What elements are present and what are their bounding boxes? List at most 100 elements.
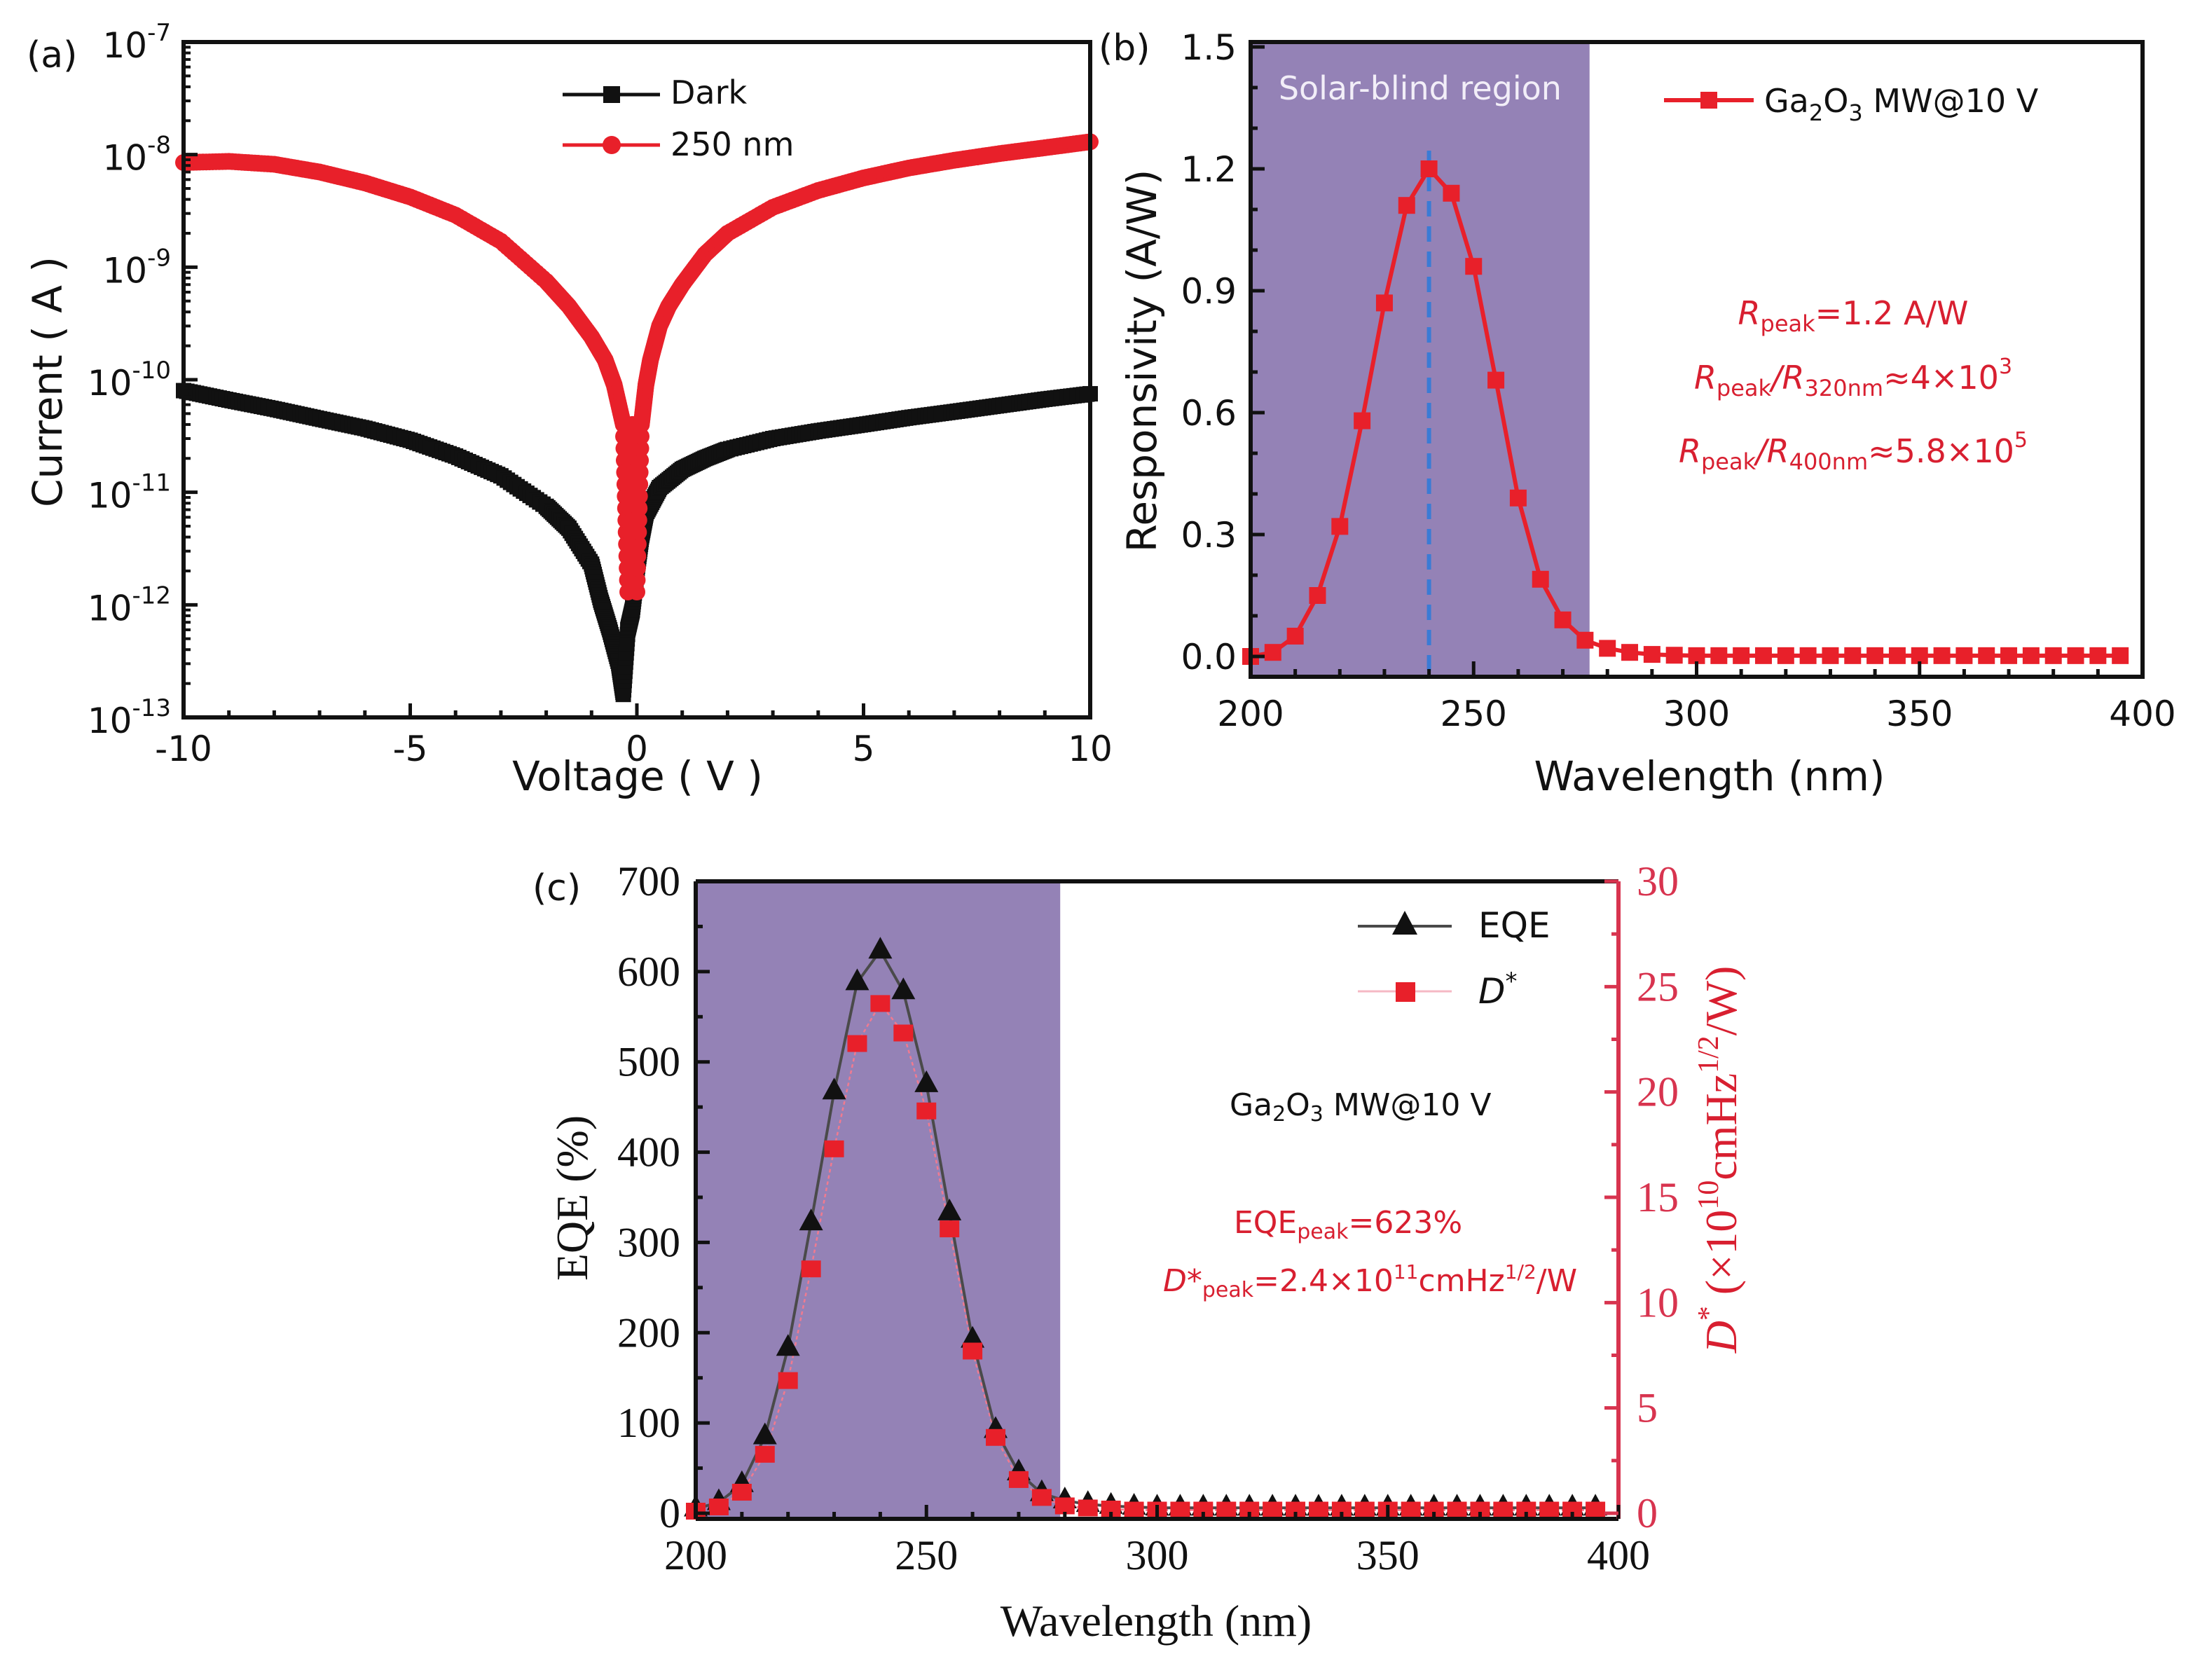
legend-250nm-circle-marker-icon [603, 136, 621, 154]
series-eqe-point [961, 1326, 985, 1348]
y-tick-exponent: -13 [132, 694, 171, 722]
series-detectivity-point [1054, 1497, 1075, 1515]
y-tick-label: 10-12 [88, 581, 171, 628]
series-detectivity-point [1170, 1501, 1190, 1519]
text-span: peak [1701, 448, 1756, 475]
legend-responsivity-label: Ga2O3 MW@10 V [1764, 82, 2039, 126]
x-tick-label: 350 [1886, 694, 1953, 734]
y-tick-label: 10-7 [102, 19, 171, 66]
x-tick-label: 350 [1356, 1532, 1419, 1578]
text-span: cmHz [1419, 1263, 1505, 1299]
y-tick-label: 500 [617, 1039, 680, 1085]
text-span: MW@10 V [1323, 1087, 1492, 1123]
x-tick-label: 200 [1217, 694, 1284, 734]
series-eqe-point [914, 1070, 939, 1092]
series-responsivity-point [1844, 647, 1862, 664]
series-detectivity-point [847, 1035, 867, 1052]
x-tick-label: 200 [664, 1532, 727, 1578]
panel-b-x-axis-label: Wavelength (nm) [1534, 752, 1885, 800]
series-responsivity-point [2089, 647, 2107, 664]
y-tick-label: 0.9 [1181, 271, 1237, 312]
series-responsivity-point [1286, 628, 1304, 645]
y-tick-label: 300 [617, 1219, 680, 1265]
series-250nm-point [633, 428, 650, 446]
y-tick-label: 0.3 [1181, 515, 1237, 556]
series-detectivity-point [755, 1445, 775, 1463]
x-tick-label: -10 [155, 729, 212, 769]
text-span: 11 [1394, 1260, 1419, 1283]
legend-triangle-marker-icon [1392, 911, 1417, 935]
series-250nm-point [630, 511, 647, 529]
x-tick-label: 250 [1441, 694, 1507, 734]
series-responsivity-point [1398, 197, 1415, 214]
y-tick-exponent: -12 [132, 581, 171, 610]
y-tick-label: 0.0 [1181, 637, 1237, 677]
text-span: =623% [1349, 1205, 1463, 1241]
series-responsivity-point [1487, 371, 1505, 389]
series-eqe-point [822, 1077, 846, 1100]
series-responsivity-point [1331, 518, 1349, 535]
series-responsivity-point [1465, 258, 1483, 275]
series-responsivity-point [1599, 640, 1616, 657]
text-span: Ga [1764, 82, 1809, 120]
x-tick-label: 400 [2109, 694, 2175, 734]
x-tick-label: 250 [895, 1532, 958, 1578]
series-responsivity-line [1250, 165, 2121, 659]
series-eqe-point [752, 1422, 777, 1445]
series-responsivity-point [1443, 184, 1460, 202]
series-detectivity-point [986, 1428, 1006, 1446]
solar-blind-region-band [696, 881, 1061, 1519]
series-responsivity-point [1420, 160, 1438, 177]
series-eqe-point [799, 1209, 823, 1231]
series-detectivity-point [801, 1260, 821, 1278]
text-span: 2 [1809, 99, 1823, 126]
series-responsivity-point [1888, 647, 1906, 664]
text-span: ≈5.8×10 [1868, 432, 2014, 470]
series-250nm-point [631, 464, 649, 481]
right-y-tick-label: 5 [1637, 1385, 1658, 1431]
text-span: 2 [1272, 1102, 1286, 1127]
series-detectivity-point [824, 1140, 844, 1157]
x-tick-label: 300 [1663, 694, 1730, 734]
y-tick-base: 10 [102, 25, 147, 66]
annotation-detectivity-peak: D*peak=2.4×1011cmHz1/2/W [1163, 1260, 1577, 1302]
series-responsivity-point [1375, 294, 1393, 312]
right-y-tick-label: 10 [1637, 1279, 1679, 1326]
series-detectivity-point [1447, 1501, 1467, 1519]
series-responsivity-point [2022, 647, 2040, 664]
series-responsivity-point [1665, 647, 1683, 664]
text-span: cmHz [1696, 1073, 1746, 1180]
annotation-r-ratio-320nm: Rpeak/R320nm≈4×103 [1694, 354, 2012, 401]
annotation-r-ratio-400nm: Rpeak/R400nm≈5.8×105 [1679, 428, 2028, 475]
series-eqe-point [868, 937, 893, 959]
annotation-eqe-peak: EQEpeak=623% [1234, 1205, 1462, 1244]
y-tick-label: 100 [617, 1400, 680, 1446]
text-span: =2.4×10 [1253, 1263, 1394, 1299]
series-responsivity-point [1509, 489, 1527, 507]
legend-dark-label: Dark [671, 74, 748, 111]
series-250nm-point [631, 476, 649, 493]
x-tick-label: 0 [626, 729, 648, 769]
panel-b-plot-area: Solar-blind region 200 250 300 350 400 0.0 0.3 0… [1181, 27, 2175, 734]
series-detectivity-point [731, 1483, 752, 1501]
series-responsivity-point [1754, 647, 1772, 664]
series-responsivity-point [1822, 647, 1839, 664]
panel-c-plot-area: 200 250 300 350 4000100200300400500600700051… [617, 858, 1746, 1578]
text-span: (×10 [1696, 1210, 1746, 1306]
panel-b-annotations: Rpeak=1.2 A/WRpeak/R320nm≈4×103Rpeak/R40… [1679, 294, 2028, 475]
series-responsivity-point [1576, 631, 1594, 649]
y-tick-label: 1.5 [1181, 27, 1237, 68]
series-detectivity-point [1401, 1501, 1421, 1519]
series-responsivity-point [2000, 647, 2018, 664]
series-250nm-point [628, 559, 646, 577]
series-responsivity-point [1955, 647, 1973, 664]
series-responsivity-point [1733, 647, 1750, 664]
text-span: peak [1297, 1220, 1349, 1244]
y-tick-exponent: -9 [147, 244, 171, 272]
panel-b-legend: Ga2O3 MW@10 V [1664, 82, 2039, 126]
series-detectivity-point [870, 995, 891, 1012]
y-tick-base: 10 [88, 588, 132, 628]
series-detectivity-point [1354, 1501, 1375, 1519]
x-tick-label: 400 [1587, 1532, 1650, 1578]
series-responsivity-point [2067, 647, 2084, 664]
